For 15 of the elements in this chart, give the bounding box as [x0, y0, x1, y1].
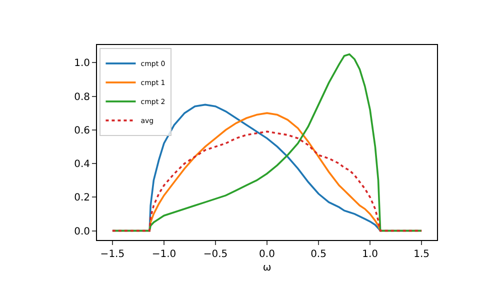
x-tick-label: 1.5 [414, 249, 430, 260]
y-tick-label: 0.0 [74, 226, 90, 238]
y-tick-label: 0.4 [74, 159, 90, 170]
y-tick-label: 0.2 [74, 192, 90, 204]
x-tick-label: −1.5 [100, 249, 125, 260]
y-tick-label: 1.0 [74, 58, 90, 70]
x-tick-label: −1.0 [152, 249, 176, 260]
line-series [112, 130, 422, 232]
x-tick-label: 0.5 [310, 249, 326, 260]
x-tick-label: 1.0 [362, 249, 378, 260]
y-tick-label: 0.8 [74, 92, 90, 103]
x-tick-label: −0.5 [203, 249, 228, 260]
x-axis-title: ω [262, 262, 272, 274]
y-tick-label: 0.6 [74, 125, 90, 136]
x-tick-label: 0.0 [259, 249, 275, 260]
